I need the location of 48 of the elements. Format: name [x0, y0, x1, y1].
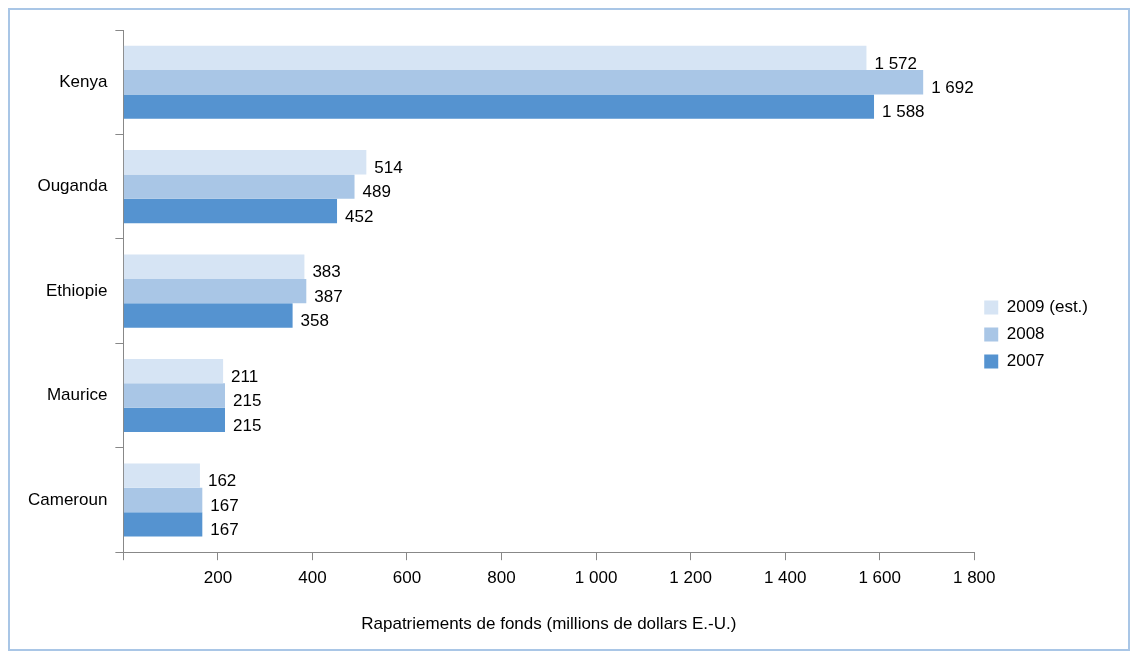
data-label: 1 692: [931, 77, 974, 97]
data-label: 387: [314, 286, 343, 306]
data-label: 383: [312, 262, 341, 282]
bar: [123, 383, 225, 408]
y-tick-label: Cameroun: [28, 489, 108, 509]
bar: [123, 407, 225, 433]
bar: [123, 358, 224, 384]
x-tick-label: 200: [203, 568, 233, 588]
x-tick-label: 1 200: [669, 568, 712, 588]
data-label: 1 588: [882, 102, 925, 122]
bar: [123, 70, 924, 95]
x-tick-label: 1 000: [574, 568, 618, 588]
legend-label: 2009 (est.): [1006, 297, 1088, 317]
y-tick-label: Ouganda: [37, 176, 108, 196]
bar: [123, 150, 367, 175]
data-label: 167: [210, 495, 239, 515]
data-label: 167: [210, 520, 239, 540]
bar: [123, 303, 293, 328]
data-label: 452: [345, 206, 374, 226]
x-tick-label: 1 400: [763, 568, 807, 588]
bar: [123, 254, 305, 279]
x-tick-label: 600: [392, 568, 422, 588]
x-tick-label: 400: [298, 568, 327, 588]
x-axis-title: Rapatriements de fonds (millions de dollars E.-U.): [361, 614, 737, 634]
data-label: 514: [374, 157, 403, 177]
data-label: 211: [231, 366, 259, 386]
y-tick-label: Maurice: [46, 385, 108, 405]
legend-label: 2007: [1006, 351, 1045, 371]
x-tick-label: 800: [487, 568, 516, 588]
data-label: 489: [362, 182, 391, 202]
x-tick-label: 1 600: [858, 568, 901, 588]
data-label: 215: [233, 391, 262, 411]
bar: [123, 45, 867, 71]
data-label: 215: [233, 415, 262, 435]
y-tick-label: Ethiopie: [45, 280, 108, 300]
x-tick-label: 1 800: [952, 568, 996, 588]
bar: [123, 512, 203, 537]
legend-label: 2008: [1006, 324, 1045, 344]
y-tick-label: Kenya: [59, 71, 108, 91]
bar: [123, 198, 338, 224]
bar: [123, 463, 200, 488]
bar: [123, 278, 307, 304]
bar: [123, 174, 355, 199]
data-label: 162: [207, 471, 237, 491]
bar: [123, 94, 875, 119]
bar: [123, 487, 203, 513]
data-label: 1 572: [874, 53, 918, 73]
data-label: 358: [300, 311, 329, 331]
